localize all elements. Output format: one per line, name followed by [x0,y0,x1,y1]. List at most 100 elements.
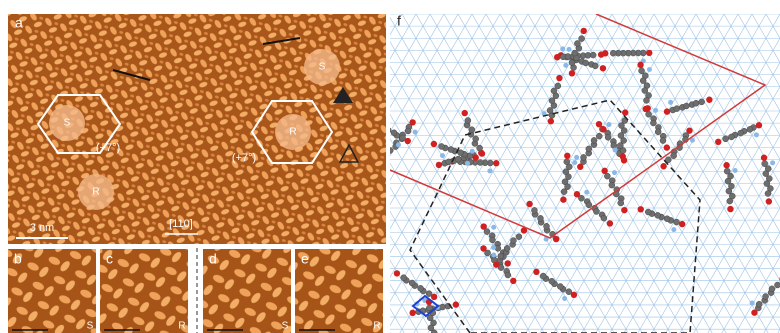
atom [574,40,580,46]
atom [448,147,454,153]
atom [646,111,652,117]
lattice-line [626,14,780,333]
atom [562,296,567,301]
atom [547,107,553,113]
atom [747,126,753,132]
atom [674,106,680,112]
atom [470,149,475,154]
scale-label: 3 nm [30,222,54,234]
atom [504,245,510,251]
atom [754,132,759,137]
panel-label: f [397,13,401,29]
atom [699,99,705,105]
atom [727,198,733,204]
corner-label: R [373,321,380,332]
atom [560,196,566,202]
atom [572,160,577,165]
atom [756,301,762,307]
atom [533,269,539,275]
marker: R [92,187,99,198]
atom [557,283,563,289]
atom [581,28,587,34]
atom [479,150,485,156]
atom [693,100,699,106]
atom [728,134,734,140]
atom [409,119,415,125]
atom [598,51,604,57]
atom [606,122,611,127]
atom [537,215,543,221]
atom [592,63,598,69]
atom [738,130,744,136]
atom [498,253,504,259]
atom [413,130,418,135]
stm-image [100,249,188,333]
atom [604,173,610,179]
atom [396,142,401,147]
atom [438,143,444,149]
atom [609,182,615,188]
lattice-line [654,14,780,333]
lattice-line [596,14,780,333]
atom [480,245,486,251]
atom [715,139,721,145]
atom [510,278,516,284]
atom [418,285,424,291]
atom [401,275,407,281]
marker: R [289,127,296,138]
atom [668,100,673,105]
atom [756,122,762,128]
atom [564,153,570,159]
atom [510,238,516,244]
atom [566,47,571,52]
panel-label: d [209,251,217,267]
atom [686,127,692,133]
atom [706,97,712,103]
atom [405,128,411,134]
lattice-line [582,14,766,333]
atom [556,75,562,81]
atom [400,135,406,141]
atom [560,46,565,51]
atom [765,191,771,197]
atom [766,198,772,204]
corner-label: S [87,321,94,332]
atom [600,65,606,71]
atom [761,155,767,161]
atom [505,272,511,278]
atom [618,200,624,206]
angle: (−7°) [96,142,120,154]
atom [440,304,446,310]
atom [655,212,661,218]
atom [489,237,495,243]
atom [645,209,651,215]
atom [465,117,471,123]
atom [549,98,555,104]
atom [774,282,780,288]
atom [642,88,648,94]
atom [660,163,666,169]
panel-label: c [106,251,113,267]
atom [487,168,492,173]
atom [561,189,567,195]
atom [751,309,757,315]
corner-label: R [178,321,185,332]
atom [440,153,445,158]
atom [431,141,437,147]
atom [591,137,597,143]
atom [453,301,459,307]
atom [611,143,617,149]
atom [590,52,596,58]
atom [465,161,470,166]
lattice-line [444,14,628,333]
lattice-line [710,14,780,333]
atom [664,216,670,222]
atom [610,50,616,56]
atom [574,155,579,160]
lattice-line [568,14,752,333]
atom [531,207,537,213]
panel-label: b [14,251,22,267]
atom [671,153,677,159]
atom [405,138,411,144]
atom [622,109,628,115]
